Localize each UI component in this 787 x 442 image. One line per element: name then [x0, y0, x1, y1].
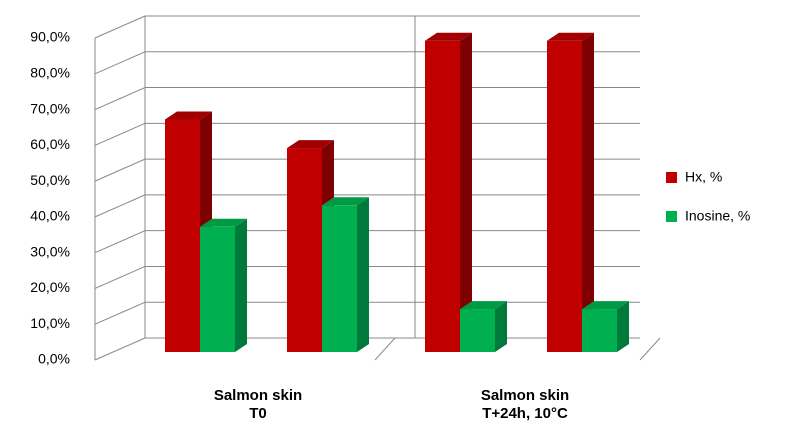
bar-side — [617, 301, 629, 352]
y-tick-label: 60,0% — [30, 136, 70, 152]
y-tick-label: 10,0% — [30, 315, 70, 331]
y-tick-label: 40,0% — [30, 208, 70, 224]
y-tick-label: 70,0% — [30, 100, 70, 116]
y-tick-label: 0,0% — [38, 351, 70, 367]
grid-diagonal — [94, 158, 146, 182]
bar — [287, 148, 322, 352]
bar-side — [235, 218, 247, 352]
y-tick-label: 20,0% — [30, 279, 70, 295]
bar-side — [582, 32, 594, 352]
bar-top — [165, 111, 212, 120]
grid-diagonal — [94, 194, 146, 218]
grid-diagonal — [94, 51, 146, 75]
legend-label: Hx, % — [685, 169, 722, 185]
bar — [200, 226, 235, 352]
bar — [460, 309, 495, 352]
y-tick-label: 90,0% — [30, 29, 70, 45]
grid-diagonal — [94, 337, 146, 361]
grid-diagonal — [94, 265, 146, 289]
group-label: T+24h, 10°C — [482, 405, 568, 422]
bar-top — [582, 301, 629, 310]
bar-top — [287, 140, 334, 149]
grid-diagonal — [94, 230, 146, 254]
bar-top — [425, 32, 472, 41]
group-label: T0 — [249, 405, 267, 422]
legend-swatch — [666, 211, 677, 222]
bar-side — [460, 32, 472, 352]
y-tick-label: 80,0% — [30, 64, 70, 80]
group-label: Salmon skin — [214, 387, 302, 404]
bar — [322, 205, 357, 352]
floor-edge — [374, 337, 396, 361]
grid-diagonal — [94, 301, 146, 325]
bar-top — [322, 197, 369, 206]
bar-top — [460, 301, 507, 310]
grid-diagonal — [94, 87, 146, 111]
grid-diagonal — [94, 15, 146, 39]
bar-side — [357, 197, 369, 352]
bar-top — [200, 218, 247, 227]
group-label: Salmon skin — [481, 387, 569, 404]
bar — [165, 119, 200, 352]
bar-top — [547, 32, 594, 41]
y-tick-label: 50,0% — [30, 172, 70, 188]
bar — [547, 40, 582, 352]
y-tick-label: 30,0% — [30, 243, 70, 259]
bar — [425, 40, 460, 352]
legend-label: Inosine, % — [685, 208, 750, 224]
legend-swatch — [666, 172, 677, 183]
bar-side — [495, 301, 507, 352]
grid-diagonal — [94, 122, 146, 146]
floor-edge — [639, 337, 661, 361]
bar — [582, 309, 617, 352]
